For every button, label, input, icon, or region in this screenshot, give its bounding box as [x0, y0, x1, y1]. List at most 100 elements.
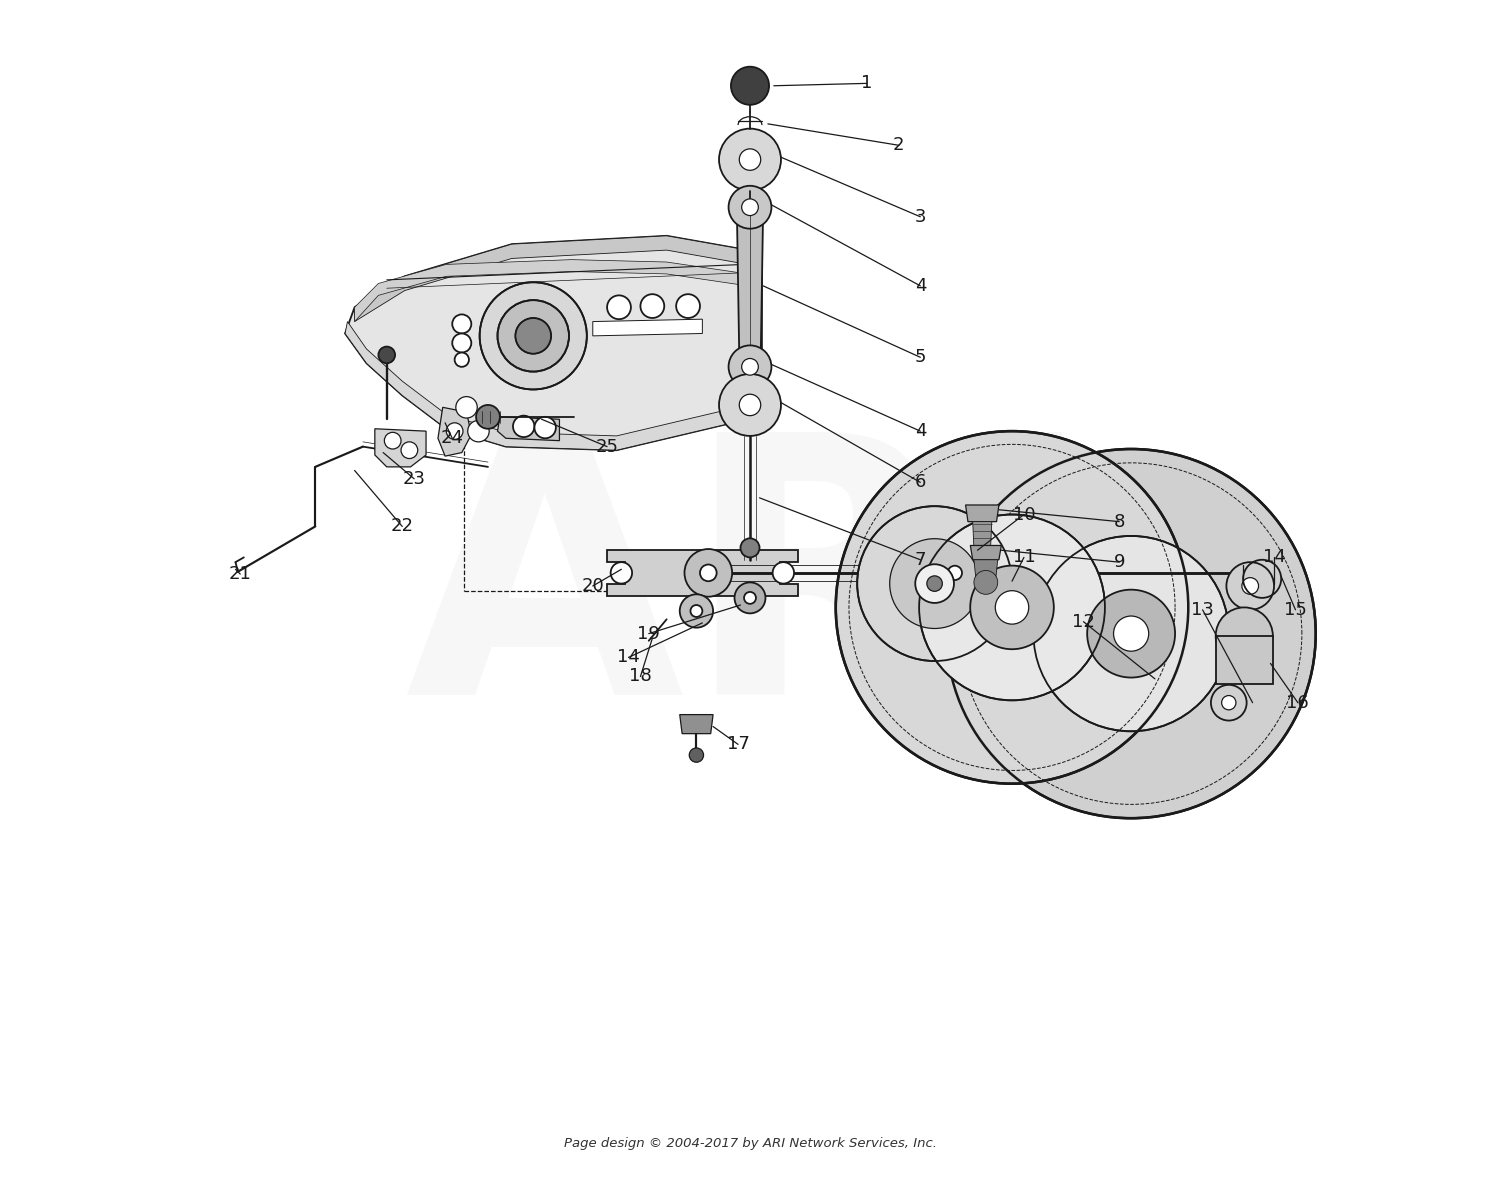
Circle shape: [1113, 616, 1149, 651]
Text: 22: 22: [390, 517, 414, 536]
Circle shape: [1221, 696, 1236, 710]
Circle shape: [729, 345, 771, 388]
Text: 1: 1: [861, 74, 873, 93]
Circle shape: [741, 358, 759, 375]
Text: 17: 17: [726, 735, 750, 754]
Text: 8: 8: [1113, 512, 1125, 531]
Text: 19: 19: [638, 624, 660, 643]
Circle shape: [400, 442, 417, 459]
Polygon shape: [736, 212, 764, 357]
Circle shape: [454, 353, 470, 367]
Circle shape: [996, 591, 1029, 624]
Circle shape: [920, 515, 1106, 700]
Circle shape: [836, 431, 1188, 784]
Text: 2: 2: [892, 136, 904, 155]
Polygon shape: [345, 236, 762, 450]
Circle shape: [729, 186, 771, 229]
Text: Page design © 2004-2017 by ARI Network Services, Inc.: Page design © 2004-2017 by ARI Network S…: [564, 1137, 936, 1149]
Circle shape: [730, 67, 770, 105]
Circle shape: [1210, 685, 1246, 721]
Circle shape: [946, 449, 1316, 818]
Circle shape: [948, 566, 962, 580]
Circle shape: [378, 347, 394, 363]
Circle shape: [453, 333, 471, 353]
Circle shape: [476, 405, 500, 429]
Circle shape: [772, 562, 794, 584]
Circle shape: [735, 582, 765, 613]
Text: 3: 3: [915, 207, 926, 226]
Text: 11: 11: [1013, 548, 1035, 567]
Text: 14: 14: [1263, 548, 1286, 567]
Circle shape: [974, 570, 998, 594]
Polygon shape: [974, 560, 998, 582]
Circle shape: [700, 565, 717, 581]
Text: 15: 15: [1284, 600, 1306, 619]
Circle shape: [640, 294, 664, 318]
Text: 14: 14: [616, 648, 640, 667]
Circle shape: [1215, 607, 1274, 665]
Circle shape: [456, 397, 477, 418]
Circle shape: [718, 129, 782, 191]
Polygon shape: [345, 322, 762, 450]
Circle shape: [684, 549, 732, 597]
Circle shape: [927, 576, 942, 592]
Polygon shape: [1215, 636, 1274, 684]
Polygon shape: [438, 407, 471, 456]
Polygon shape: [970, 545, 1002, 560]
Circle shape: [856, 506, 1012, 661]
Circle shape: [468, 420, 489, 442]
Text: 13: 13: [1191, 600, 1214, 619]
Circle shape: [513, 416, 534, 437]
Text: ARI: ARI: [404, 420, 1096, 771]
Polygon shape: [354, 236, 747, 322]
Text: 20: 20: [582, 576, 604, 596]
Text: 16: 16: [1287, 693, 1310, 712]
Circle shape: [938, 555, 972, 591]
Circle shape: [690, 605, 702, 617]
Text: 18: 18: [628, 667, 652, 686]
Circle shape: [718, 374, 782, 436]
Circle shape: [498, 300, 568, 372]
Circle shape: [447, 423, 464, 439]
Polygon shape: [608, 550, 798, 596]
Text: 24: 24: [441, 429, 464, 448]
Text: 9: 9: [1113, 553, 1125, 572]
Circle shape: [1088, 590, 1174, 678]
Text: 12: 12: [1072, 612, 1095, 631]
Text: 10: 10: [1013, 505, 1035, 524]
Circle shape: [453, 314, 471, 333]
Polygon shape: [592, 319, 702, 336]
Text: 4: 4: [915, 422, 926, 441]
Circle shape: [608, 295, 631, 319]
Polygon shape: [680, 715, 712, 734]
Circle shape: [915, 565, 954, 603]
Circle shape: [741, 538, 759, 557]
Circle shape: [384, 432, 400, 449]
Circle shape: [890, 538, 980, 629]
Circle shape: [610, 562, 632, 584]
Circle shape: [1034, 536, 1228, 731]
Text: 21: 21: [230, 565, 252, 584]
Text: 23: 23: [402, 469, 426, 488]
Circle shape: [676, 294, 700, 318]
Circle shape: [1242, 578, 1258, 594]
Text: 5: 5: [915, 348, 926, 367]
Circle shape: [1227, 562, 1274, 610]
Circle shape: [534, 417, 556, 438]
Text: 7: 7: [915, 550, 926, 569]
Polygon shape: [354, 260, 747, 322]
Circle shape: [970, 566, 1054, 649]
Circle shape: [516, 318, 550, 354]
Polygon shape: [966, 505, 999, 522]
Circle shape: [744, 592, 756, 604]
Circle shape: [680, 594, 712, 628]
Circle shape: [740, 149, 760, 170]
Polygon shape: [972, 522, 992, 548]
Circle shape: [740, 394, 760, 416]
Circle shape: [480, 282, 586, 389]
Polygon shape: [498, 417, 560, 441]
Polygon shape: [375, 429, 426, 467]
Circle shape: [690, 748, 703, 762]
Text: 4: 4: [915, 276, 926, 295]
Circle shape: [741, 199, 759, 216]
